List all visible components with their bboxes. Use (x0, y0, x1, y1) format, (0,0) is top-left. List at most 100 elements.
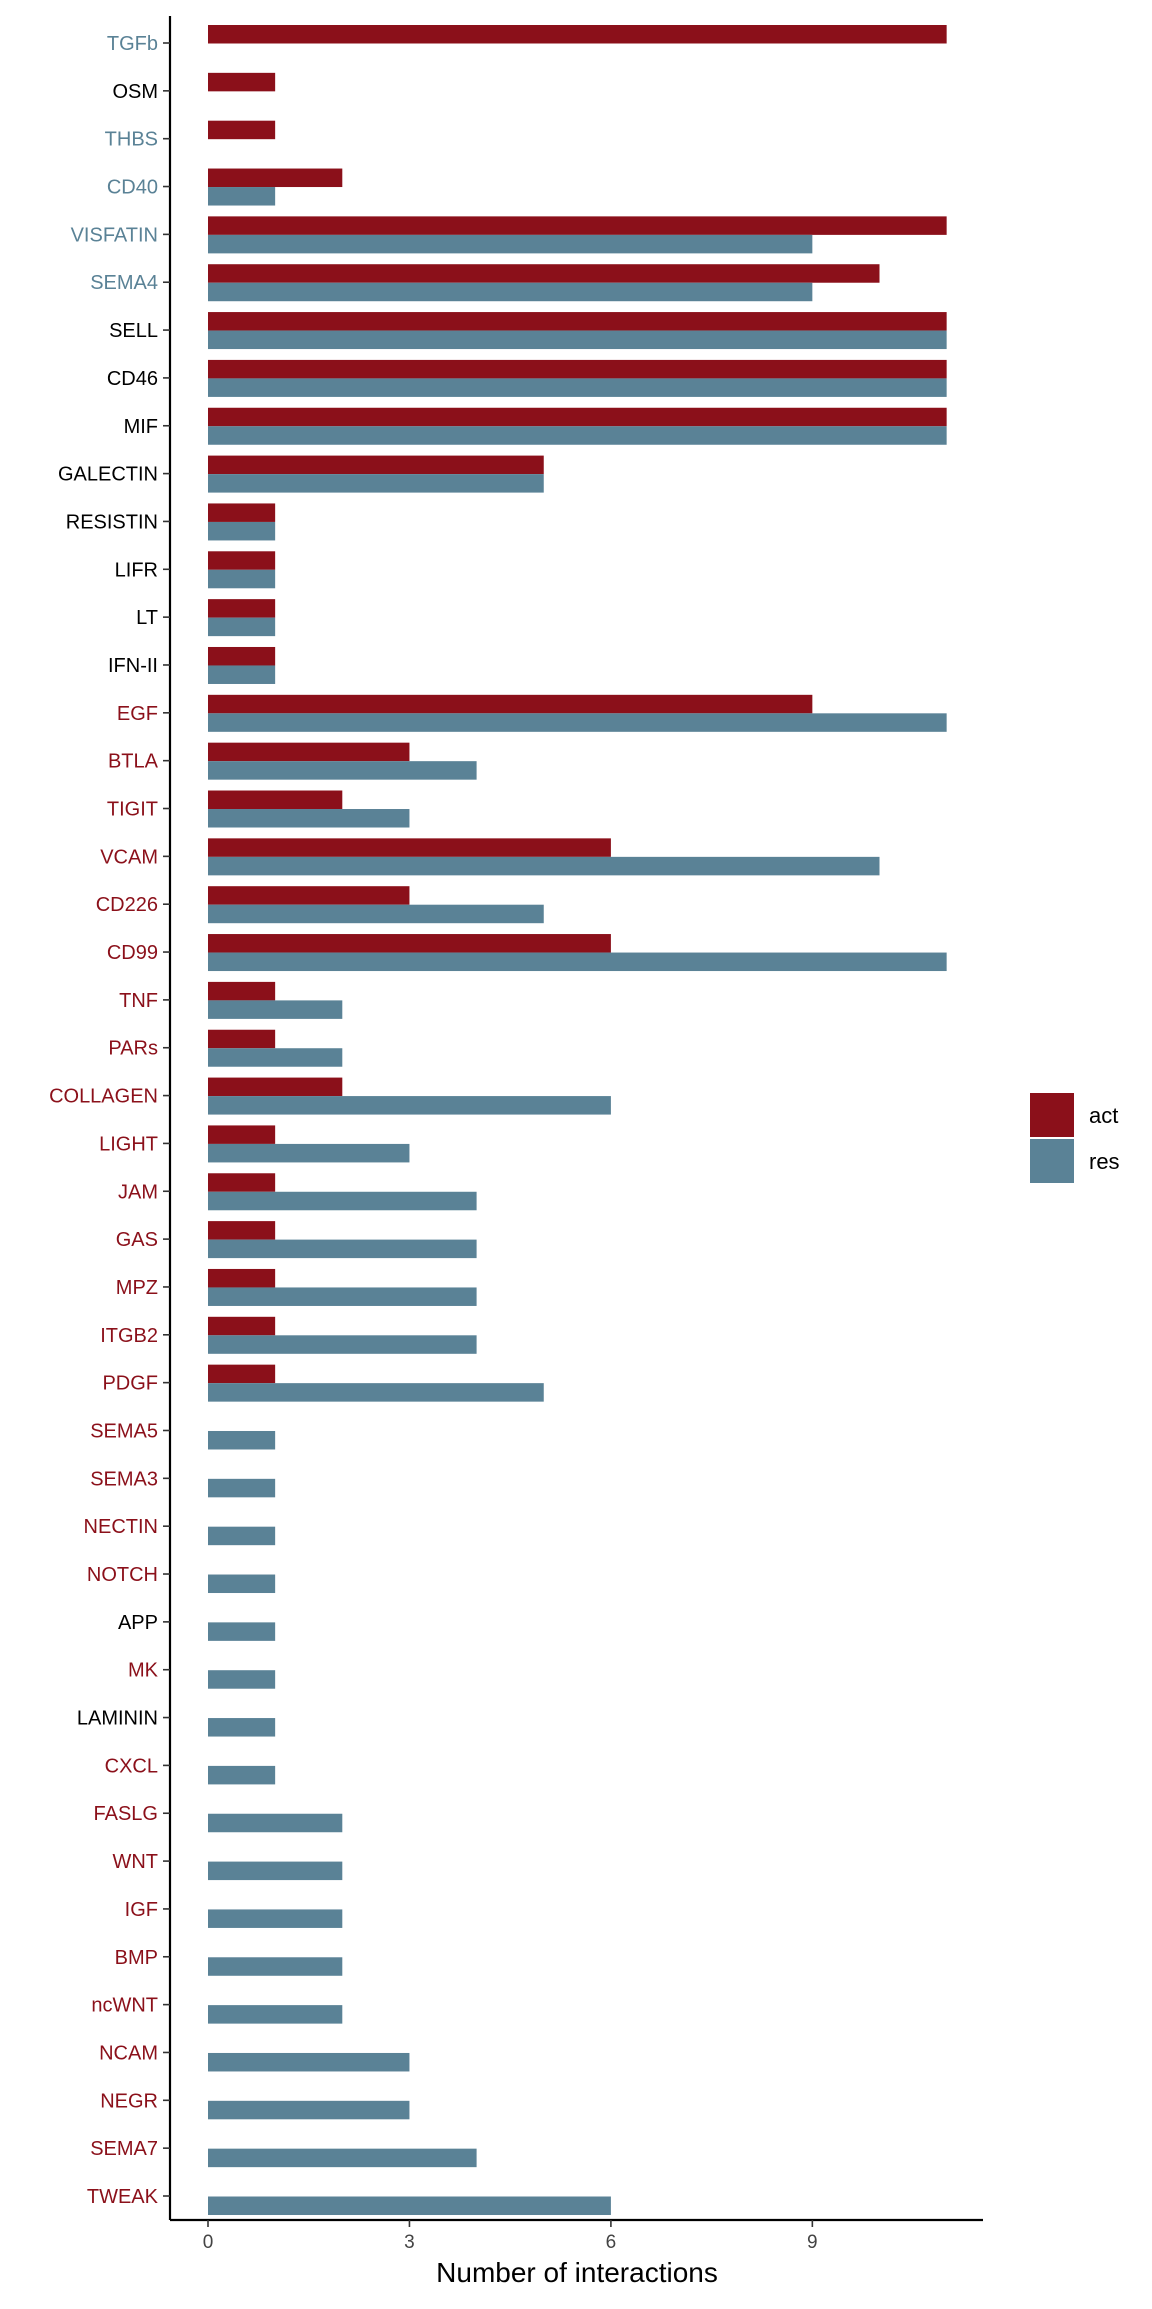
category-label: EGF (117, 703, 158, 725)
bar-res-tnf (208, 1000, 343, 1019)
category-label: GAS (116, 1229, 158, 1251)
category-label: LIFR (115, 559, 158, 581)
category-label: RESISTIN (66, 511, 158, 533)
bar-act-lt (208, 599, 276, 618)
category-label: BTLA (108, 751, 159, 773)
bar-res-resistin (208, 521, 276, 541)
category-label: COLLAGEN (49, 1086, 158, 1108)
bar-res-jam (208, 1191, 477, 1211)
bar-res-sema7 (208, 2148, 477, 2168)
bar-res-sema5 (208, 1430, 276, 1450)
category-label: JAM (118, 1181, 158, 1203)
bar-res-ncwnt (208, 2005, 343, 2024)
bar-res-light (208, 1143, 410, 1163)
bar-res-notch (208, 1574, 276, 1594)
bar-act-cd226 (208, 886, 410, 905)
bar-res-igf (208, 1909, 343, 1928)
bar-act-tigit (208, 790, 343, 810)
category-label: ncWNT (91, 1995, 158, 2017)
bar-res-cd46 (208, 378, 947, 397)
x-tick-label: 9 (807, 2232, 818, 2253)
category-label: APP (118, 1612, 158, 1634)
bar-res-cd40 (208, 187, 276, 206)
bars-layer (208, 25, 947, 2215)
bar-act-ifn-ii (208, 646, 276, 666)
bar-act-lifr (208, 551, 276, 570)
legend-label-res: res (1089, 1149, 1120, 1174)
legend-swatch-act (1030, 1093, 1074, 1137)
bar-res-gas (208, 1239, 477, 1259)
category-label: TIGIT (107, 799, 158, 821)
bar-res-cd99 (208, 952, 947, 972)
category-label: NCAM (99, 2042, 158, 2064)
category-label: MIF (124, 416, 158, 438)
bar-act-vcam (208, 838, 611, 857)
bar-act-visfatin (208, 216, 947, 235)
bar-act-sema4 (208, 264, 880, 283)
category-label: SEMA3 (90, 1468, 158, 1490)
bar-res-laminin (208, 1718, 276, 1737)
category-label: MK (128, 1660, 159, 1682)
category-label: LIGHT (99, 1133, 158, 1155)
bar-res-pars (208, 1048, 343, 1067)
bar-act-cd40 (208, 168, 343, 188)
x-axis: 0 3 6 9 (170, 2218, 983, 2253)
y-axis: TGFb OSM THBS CD40 VISFATIN SEMA4 SELL CD46 MIF G… (49, 16, 172, 2220)
bar-act-galectin (208, 455, 544, 475)
bar-res-faslg (208, 1813, 343, 1833)
legend: act res (1030, 1093, 1120, 1183)
category-label: CD46 (107, 368, 158, 390)
bar-res-bmp (208, 1957, 343, 1976)
bar-act-cd99 (208, 934, 611, 953)
bar-res-mpz (208, 1287, 477, 1306)
legend-label-act: act (1089, 1103, 1118, 1128)
bar-res-cxcl (208, 1765, 276, 1785)
bar-res-sema4 (208, 282, 813, 302)
category-label: ITGB2 (100, 1325, 158, 1347)
bar-act-pdgf (208, 1364, 276, 1384)
x-tick-label: 3 (404, 2232, 415, 2253)
bar-res-sema3 (208, 1478, 276, 1498)
bar-act-mif (208, 407, 947, 427)
bar-act-btla (208, 742, 410, 762)
category-label: TWEAK (87, 2186, 159, 2208)
bar-act-pars (208, 1029, 276, 1049)
category-label: THBS (105, 129, 158, 151)
x-tick-label: 0 (203, 2232, 214, 2253)
bar-res-ifn-ii (208, 665, 276, 684)
bar-res-lt (208, 617, 276, 637)
bar-res-sell (208, 330, 947, 350)
category-label: CD99 (107, 942, 158, 964)
category-label: PARs (108, 1038, 158, 1060)
bar-res-collagen (208, 1096, 611, 1115)
category-label: CXCL (105, 1755, 158, 1777)
category-label: TGFb (107, 33, 158, 55)
bar-res-nectin (208, 1526, 276, 1546)
bar-res-wnt (208, 1861, 343, 1881)
bar-act-egf (208, 694, 813, 714)
bar-res-negr (208, 2100, 410, 2120)
bar-res-app (208, 1622, 276, 1641)
legend-swatch-res (1030, 1139, 1074, 1183)
bar-act-thbs (208, 120, 276, 140)
bar-res-cd226 (208, 904, 544, 924)
category-label: NOTCH (87, 1564, 158, 1586)
x-tick-label: 6 (606, 2232, 617, 2253)
bar-res-mif (208, 426, 947, 445)
category-label: LAMININ (77, 1708, 158, 1730)
category-label: IFN-II (108, 655, 158, 677)
category-label: NEGR (100, 2090, 158, 2112)
category-label: GALECTIN (58, 464, 158, 486)
category-label: CD226 (96, 894, 158, 916)
category-label: VISFATIN (71, 224, 158, 246)
x-axis-title: Number of interactions (436, 2257, 718, 2288)
category-label: TNF (119, 990, 158, 1012)
category-label: IGF (125, 1899, 158, 1921)
bar-res-lifr (208, 569, 276, 589)
bar-act-itgb2 (208, 1316, 276, 1336)
category-label: SEMA4 (90, 272, 158, 294)
bar-act-collagen (208, 1077, 343, 1097)
bar-act-sell (208, 312, 947, 331)
bar-act-gas (208, 1221, 276, 1240)
